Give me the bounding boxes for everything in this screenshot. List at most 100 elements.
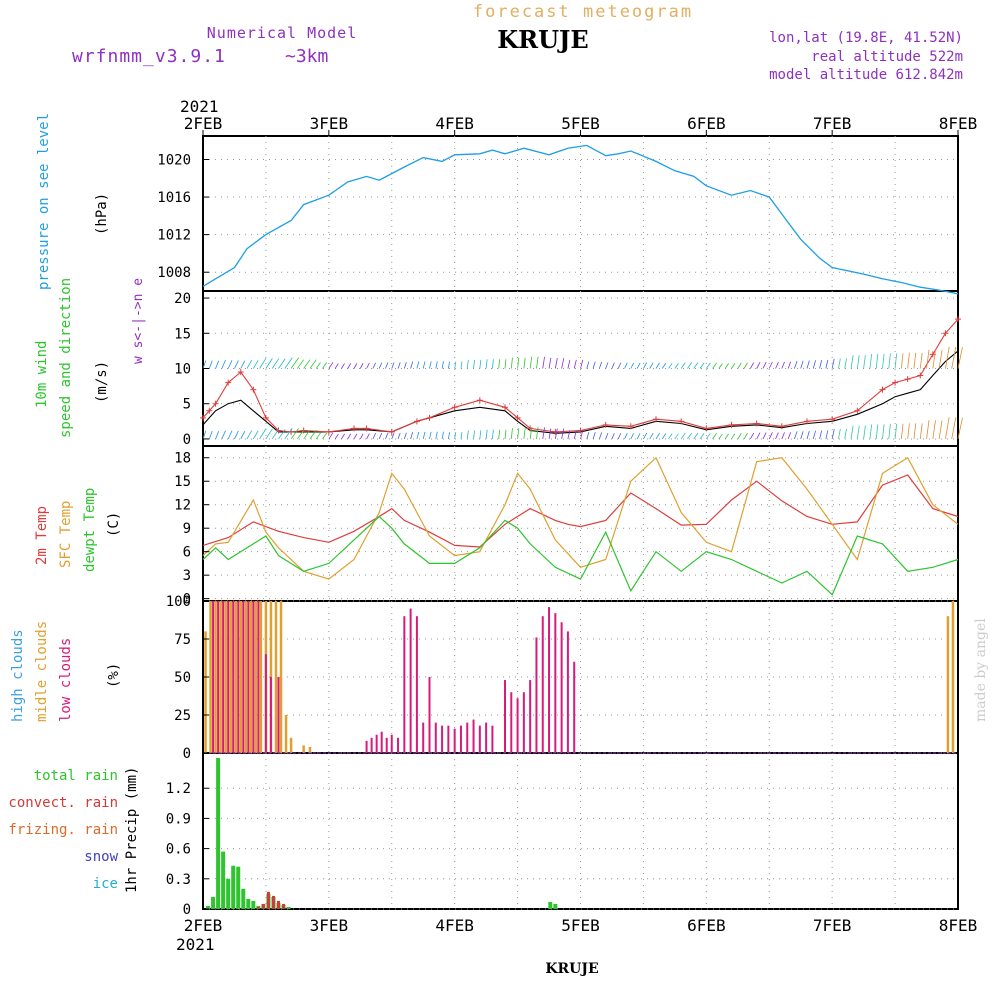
- wind-direction-arrow: [945, 346, 950, 369]
- wind-direction-arrow: [680, 362, 686, 369]
- precip-total-bar: [211, 896, 216, 909]
- wind-direction-arrow: [529, 356, 533, 369]
- x-tick-label-bottom: 4FEB: [435, 916, 474, 935]
- wind-direction-arrow: [869, 353, 873, 369]
- cloud-low-bar: [375, 734, 378, 753]
- wind-speed-marker: [527, 425, 534, 432]
- cloud-low-bar: [447, 725, 450, 753]
- wind-direction-arrow: [580, 359, 584, 369]
- wind-direction-arrow: [397, 362, 401, 369]
- wind-direction-arrow: [768, 432, 773, 440]
- y-tick-label-wind: 20: [174, 291, 191, 307]
- cloud-low-bar: [453, 728, 456, 753]
- wind-speed-marker: [602, 421, 609, 428]
- wind-direction-arrow: [315, 432, 321, 440]
- wind-direction-arrow: [372, 433, 376, 440]
- wind-direction-arrow: [718, 433, 723, 440]
- y-tick-label-pressure: 1020: [157, 152, 191, 168]
- wind-direction-arrow: [863, 355, 866, 369]
- wind-direction-arrow: [202, 360, 207, 369]
- lonlat: lon,lat (19.8E, 41.52N): [769, 30, 963, 46]
- wind-direction-arrow: [485, 359, 488, 369]
- wind-speed-marker: [514, 414, 521, 421]
- wind-direction-arrow: [447, 432, 450, 440]
- wind-direction-arrow: [290, 357, 299, 369]
- precip-unit: 1hr Precip (mm): [124, 767, 140, 893]
- wind-direction-arrow: [812, 360, 816, 369]
- y-tick-label-wind: 10: [174, 362, 191, 378]
- cloud-low-bar: [554, 613, 557, 753]
- wind-direction-arrow: [410, 361, 414, 369]
- wind-speed-marker: [703, 425, 710, 432]
- wind-direction-arrow: [611, 362, 615, 369]
- wind-speed-marker: [212, 400, 219, 407]
- cloud-low-bar: [365, 740, 368, 753]
- cloud-low-bar: [434, 722, 437, 753]
- wind-direction-arrow: [221, 359, 226, 369]
- wind-speed-marker: [892, 379, 899, 386]
- wind-direction-arrow: [693, 432, 699, 440]
- wind-direction-arrow: [743, 362, 748, 369]
- cloud-low-bar: [529, 680, 532, 753]
- wind-direction-arrow: [271, 358, 280, 369]
- wind-direction-arrow: [271, 428, 280, 440]
- wind-direction-arrow: [227, 430, 233, 440]
- pressure-line: [202, 144, 959, 295]
- precip-total-bar: [246, 898, 251, 909]
- wind-direction-arrow: [315, 362, 321, 369]
- wind-direction-arrow: [699, 362, 705, 369]
- wind-direction-arrow: [762, 361, 767, 369]
- wind-direction-arrow: [706, 362, 711, 369]
- cloud-low-bar: [269, 677, 272, 753]
- precip-snow-label: snow: [84, 849, 118, 865]
- wind-direction-arrow: [932, 349, 936, 369]
- y-tick-label-temperature: 0: [183, 592, 191, 608]
- wind-speed-marker: [728, 421, 735, 428]
- wind-direction-arrow: [630, 433, 635, 440]
- wind-direction-arrow: [435, 361, 438, 369]
- cloud-middle-bar: [214, 601, 217, 753]
- wind-direction-arrow: [322, 362, 328, 369]
- wind-direction-arrow: [775, 432, 779, 440]
- wind-speed-marker: [413, 418, 420, 425]
- cloud-middle-bar: [254, 601, 258, 753]
- cloud-low-bar: [232, 601, 235, 753]
- wind-speed-marker: [942, 330, 949, 337]
- cloud-low-bar: [247, 601, 250, 753]
- wind-direction-arrow: [932, 420, 936, 440]
- wind-direction-arrow: [900, 423, 904, 439]
- y-tick-label-precip: 0.6: [166, 842, 191, 858]
- wind-speed-marker: [325, 428, 332, 435]
- cloud-low-bar: [510, 692, 513, 753]
- wind-speed-marker: [351, 425, 357, 432]
- clouds-low-label: low clouds: [58, 638, 74, 722]
- wind-direction-arrow: [598, 361, 603, 369]
- y-tick-label-pressure: 1016: [157, 190, 191, 206]
- wind-direction-arrow: [517, 357, 520, 369]
- wind-direction-arrow: [479, 430, 482, 440]
- wind-label-2: speed and direction: [58, 278, 74, 438]
- chart-marks: [200, 144, 963, 909]
- cloud-middle-bar: [259, 601, 263, 753]
- wind-direction-arrow: [328, 362, 334, 369]
- wind-direction-arrow: [844, 428, 847, 440]
- wind-direction-arrow: [724, 433, 729, 440]
- wind-direction-arrow: [794, 431, 798, 440]
- x-tick-label-top: 4FEB: [435, 114, 474, 133]
- wind-direction-arrow: [202, 430, 207, 440]
- wind-direction-arrow: [391, 362, 395, 369]
- cloud-middle-bar: [224, 601, 227, 753]
- cloud-low-bar: [573, 661, 576, 753]
- precip-total-bar: [286, 906, 291, 909]
- wind-speed-marker: [225, 379, 232, 386]
- y-tick-label-temperature: 3: [183, 568, 191, 584]
- x-tick-label-bottom: 5FEB: [561, 916, 600, 935]
- wind-direction-arrow: [812, 430, 816, 440]
- wind-direction-arrow: [624, 433, 628, 440]
- wind-direction-arrow: [926, 349, 930, 369]
- cloud-low-bar: [397, 737, 400, 753]
- wind-direction-arrow: [385, 362, 389, 369]
- wind-direction-arrow: [850, 425, 854, 440]
- wind-direction-arrow: [366, 433, 370, 440]
- wind-direction-arrow: [580, 430, 584, 440]
